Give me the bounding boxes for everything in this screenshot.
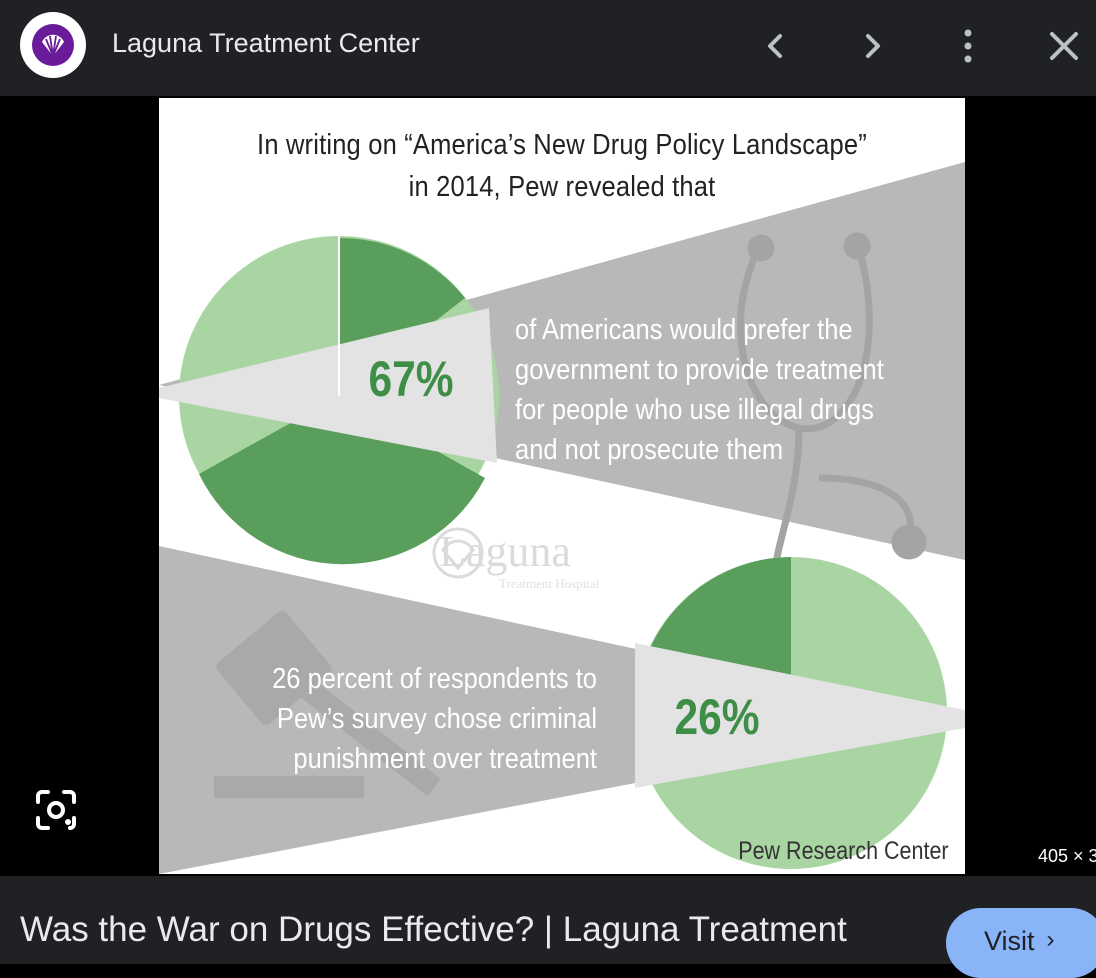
image-viewer: In writing on “America’s New Drug Policy…	[0, 96, 1096, 876]
stethoscope-icon	[736, 232, 927, 620]
close-icon	[1050, 32, 1078, 60]
viewer-header: Laguna Treatment Center	[0, 0, 1096, 96]
preview-image[interactable]: In writing on “America’s New Drug Policy…	[159, 98, 965, 874]
result-footer: Was the War on Drugs Effective? | Laguna…	[0, 876, 1096, 978]
chevron-right-icon	[866, 34, 880, 58]
stat-67-line: and not prosecute them	[515, 434, 784, 466]
infographic-heading: In writing on “America’s New Drug Policy…	[207, 124, 916, 208]
stat-67-value: 67%	[368, 351, 454, 407]
laguna-logo-icon	[32, 24, 74, 66]
google-lens-button[interactable]	[32, 786, 80, 834]
source-credit: Pew Research Center	[738, 837, 949, 865]
stat-26-line: Pew’s survey chose criminal	[276, 703, 597, 735]
next-button[interactable]	[848, 22, 896, 70]
chevron-right-icon: ›	[1046, 926, 1055, 953]
heading-line-2: in 2014, Pew revealed that	[408, 171, 716, 203]
site-logo[interactable]	[20, 12, 86, 78]
previous-button[interactable]	[752, 22, 800, 70]
image-size-label: 405 × 3	[1038, 846, 1096, 866]
stat-67-text: of Americans would prefer the government…	[515, 310, 884, 470]
stat-26-line: punishment over treatment	[293, 743, 597, 775]
gavel-icon	[214, 610, 441, 798]
more-vert-icon	[964, 29, 972, 63]
close-button[interactable]	[1040, 22, 1088, 70]
heading-line-1: In writing on “America’s New Drug Policy…	[257, 129, 867, 161]
visit-button[interactable]: Visit ›	[946, 908, 1096, 978]
infographic-graphics	[159, 162, 965, 874]
laguna-watermark: Laguna Treatment Hospital	[431, 526, 599, 591]
chevron-left-icon	[768, 34, 782, 58]
pie-chart-26	[635, 557, 965, 869]
stat-67-line: government to provide treatment	[515, 354, 884, 386]
watermark-word: Laguna	[439, 527, 571, 576]
pie-chart-67	[159, 236, 499, 565]
upper-gray-beam	[159, 162, 965, 560]
stat-67-line: for people who use illegal drugs	[515, 394, 874, 426]
site-title[interactable]: Laguna Treatment Center	[112, 28, 420, 58]
watermark-subtitle: Treatment Hospital	[499, 576, 600, 591]
stat-26-text: 26 percent of respondents to Pew’s surve…	[227, 659, 597, 779]
lens-icon	[36, 790, 76, 830]
more-options-button[interactable]	[944, 22, 992, 70]
laguna-watermark-icon	[432, 527, 484, 579]
visit-label: Visit	[984, 926, 1035, 956]
stat-26-line: 26 percent of respondents to	[272, 663, 597, 695]
stat-26-value: 26%	[674, 689, 760, 745]
page-title-link[interactable]: Was the War on Drugs Effective? | Laguna…	[20, 910, 847, 949]
stat-67-line: of Americans would prefer the	[515, 314, 853, 346]
